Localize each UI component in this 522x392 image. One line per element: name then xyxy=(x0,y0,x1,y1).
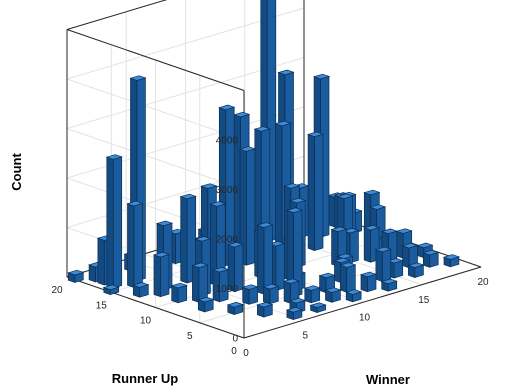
bar-18-3 xyxy=(422,249,440,268)
x-tick-label: 0 xyxy=(243,348,249,359)
bar-8-5 xyxy=(285,207,304,298)
bar-19-2 xyxy=(442,254,461,268)
z-tick-label: 3000 xyxy=(216,185,239,196)
bar-2-15 xyxy=(126,200,144,288)
bar-4-8 xyxy=(211,266,230,303)
bar-12-2 xyxy=(359,271,378,293)
x-tick-label: 5 xyxy=(302,330,308,341)
bar-10-13 xyxy=(238,146,257,266)
bar-5-1 xyxy=(285,307,304,321)
bar-5-6 xyxy=(241,284,259,305)
z-tick-label: 1000 xyxy=(216,284,239,295)
y-tick-label: 15 xyxy=(96,300,108,311)
bar-8-3 xyxy=(303,285,321,304)
bar-0-15 xyxy=(102,284,120,296)
bar-2-12 xyxy=(152,251,171,298)
axis-box-edge xyxy=(66,276,245,339)
bar-6-9 xyxy=(226,241,245,293)
bar-10-1 xyxy=(345,289,363,303)
bar-14-3 xyxy=(374,246,392,282)
z-tick-label: 4000 xyxy=(216,136,239,147)
axis-box-edge xyxy=(66,29,245,91)
tick-labels: 0 1000 2000 3000 4000 0 5 10 15 20 0 5 10 15 20 xyxy=(51,136,489,360)
bar-1-13 xyxy=(132,282,150,298)
bar-2-7 xyxy=(197,296,215,313)
y-tick-label: 20 xyxy=(51,285,63,296)
z-axis-label: Count xyxy=(9,153,24,191)
bar-3-9 xyxy=(191,262,209,303)
bar-7-1 xyxy=(309,302,327,313)
x-axis-label: Winner xyxy=(366,372,410,387)
axis-box-edge xyxy=(243,266,482,339)
x-tick-label: 20 xyxy=(477,277,489,288)
y-axis-label: Runner Up xyxy=(112,371,179,386)
y-tick-label: 5 xyxy=(187,331,193,342)
bar-10-4 xyxy=(318,272,336,294)
bar-13-1 xyxy=(380,278,398,292)
bar-0-19 xyxy=(67,269,85,283)
bar-1-16 xyxy=(105,154,123,289)
bar-6-5 xyxy=(262,283,280,305)
z-tick-label: 0 xyxy=(232,334,238,345)
y-tick-label: 10 xyxy=(140,316,152,327)
bar-4-3 xyxy=(256,302,274,318)
bar-9-2 xyxy=(324,287,342,303)
z-tick-label: 2000 xyxy=(216,235,239,246)
x-tick-label: 10 xyxy=(359,313,371,324)
bar-17-4 xyxy=(401,242,419,269)
bar-11-3 xyxy=(339,262,357,293)
bar-16-2 xyxy=(407,262,425,278)
x-tick-label: 15 xyxy=(418,295,430,306)
bars-group xyxy=(67,0,461,321)
bar-7-7 xyxy=(256,222,274,295)
y-tick-label: 0 xyxy=(231,346,237,357)
bar-5-13 xyxy=(179,193,197,284)
bar-3-5 xyxy=(226,301,244,315)
bar-15-12 xyxy=(306,131,325,251)
bar-2-10 xyxy=(170,282,188,304)
axis-box-edge xyxy=(66,0,168,30)
